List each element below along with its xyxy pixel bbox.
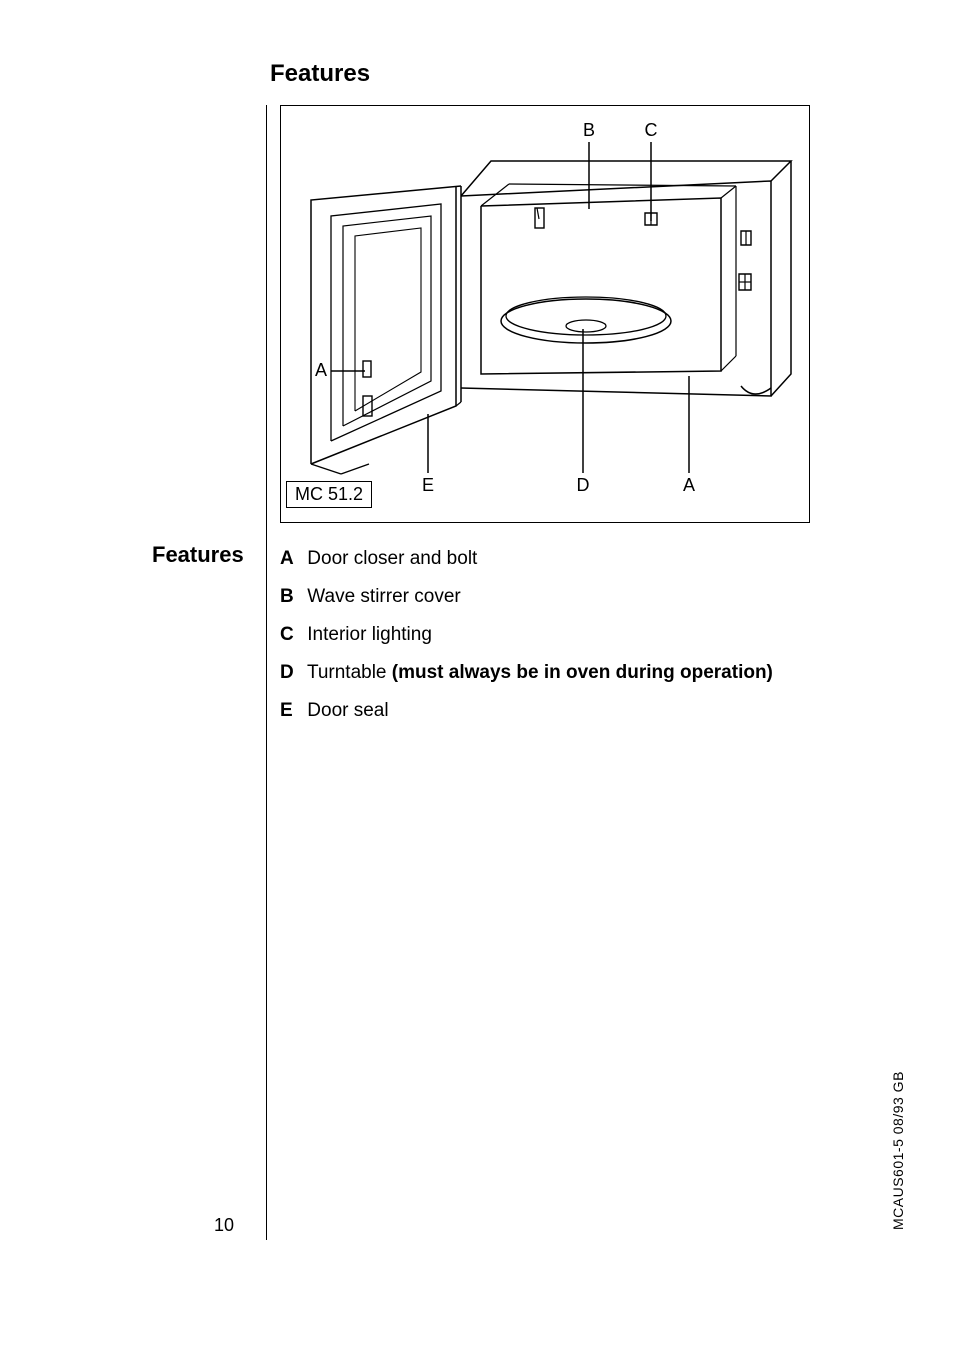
- callout-a-right-label: A: [683, 475, 695, 495]
- callout-a-left-label: A: [315, 360, 327, 380]
- item-letter-a: A: [280, 540, 302, 578]
- document-code: MCAUS601-5 08/93 GB: [890, 1071, 906, 1230]
- item-text-d: Turntable: [307, 662, 392, 683]
- features-list: A Door closer and bolt B Wave stirrer co…: [280, 540, 800, 730]
- vertical-divider: [266, 105, 267, 1240]
- callout-d-label: D: [577, 475, 590, 495]
- model-label: MC 51.2: [295, 484, 363, 504]
- callout-b-label: B: [583, 120, 595, 140]
- page: Features B C A E D A: [0, 0, 954, 1349]
- microwave-diagram: B C A E D A: [280, 105, 810, 523]
- item-text-e: Door seal: [307, 700, 388, 721]
- item-letter-e: E: [280, 692, 302, 730]
- item-text-b: Wave stirrer cover: [307, 586, 460, 607]
- control-knob-1: [741, 231, 751, 245]
- item-letter-c: C: [280, 616, 302, 654]
- list-item: D Turntable (must always be in oven duri…: [280, 654, 800, 692]
- list-item: C Interior lighting: [280, 616, 800, 654]
- microwave-svg: B C A E D A: [281, 106, 811, 524]
- page-number: 10: [214, 1215, 234, 1236]
- page-title: Features: [270, 60, 370, 88]
- list-item: A Door closer and bolt: [280, 540, 800, 578]
- callout-e-label: E: [422, 475, 434, 495]
- model-label-box: MC 51.2: [286, 481, 372, 508]
- list-item: B Wave stirrer cover: [280, 578, 800, 616]
- item-letter-d: D: [280, 654, 302, 692]
- section-label: Features: [152, 542, 244, 568]
- item-text-c: Interior lighting: [307, 624, 432, 645]
- item-letter-b: B: [280, 578, 302, 616]
- list-item: E Door seal: [280, 692, 800, 730]
- item-bold-d: (must always be in oven during operation…: [392, 662, 773, 683]
- item-text-a: Door closer and bolt: [307, 548, 477, 569]
- control-knob-2: [739, 274, 751, 290]
- callout-c-label: C: [645, 120, 658, 140]
